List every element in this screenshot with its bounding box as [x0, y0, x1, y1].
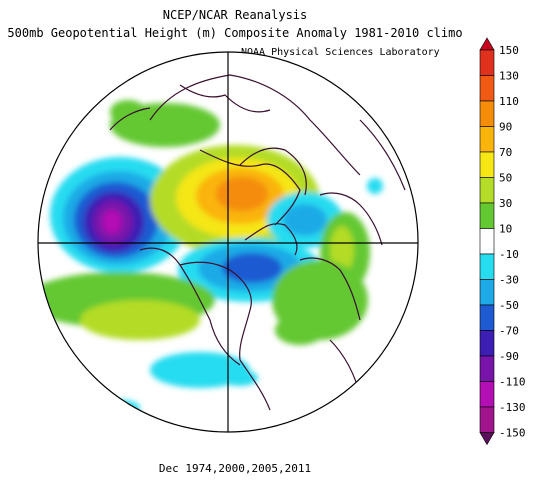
- footer-dates: Dec 1974,2000,2005,2011: [158, 462, 312, 475]
- colorbar-swatch: [479, 253, 495, 280]
- colorbar-bottom-arrow: [479, 432, 495, 446]
- colorbar-swatch: [479, 279, 495, 306]
- colorbar-swatch: [479, 75, 495, 102]
- colorbar-label: -50: [499, 299, 519, 312]
- anomaly-map: [37, 51, 419, 433]
- colorbar-label: -10: [499, 248, 519, 261]
- colorbar-label: -130: [499, 401, 526, 414]
- colorbar-swatch: [479, 177, 495, 204]
- colorbar-swatch: [479, 151, 495, 178]
- colorbar-label: 10: [499, 223, 512, 236]
- colorbar-label: 150: [499, 44, 519, 57]
- title-line-2: 500mb Geopotential Height (m) Composite …: [7, 26, 463, 40]
- title-line-1: NCEP/NCAR Reanalysis: [162, 8, 308, 22]
- colorbar-label: 30: [499, 197, 512, 210]
- colorbar-label: -150: [499, 427, 526, 440]
- colorbar-label: 70: [499, 146, 512, 159]
- colorbar-swatch: [479, 100, 495, 127]
- colorbar-swatch: [479, 330, 495, 357]
- colorbar-swatch: [479, 355, 495, 382]
- colorbar-swatch: [479, 202, 495, 229]
- colorbar-swatch: [479, 304, 495, 331]
- colorbar-label: -90: [499, 350, 519, 363]
- credit-text: NOAA Physical Sciences Laboratory: [241, 47, 440, 58]
- colorbar-swatch: [479, 381, 495, 408]
- colorbar-swatch: [479, 406, 495, 433]
- colorbar-label: -110: [499, 376, 526, 389]
- colorbar-swatch: [479, 126, 495, 153]
- colorbar-swatch: [479, 49, 495, 76]
- colorbar-label: -70: [499, 325, 519, 338]
- colorbar-label: -30: [499, 274, 519, 287]
- colorbar-top-arrow: [479, 37, 495, 51]
- colorbar-label: 110: [499, 95, 519, 108]
- colorbar-label: 90: [499, 121, 512, 134]
- colorbar-swatch: [479, 228, 495, 255]
- colorbar-label: 130: [499, 70, 519, 83]
- colorbar-label: 50: [499, 172, 512, 185]
